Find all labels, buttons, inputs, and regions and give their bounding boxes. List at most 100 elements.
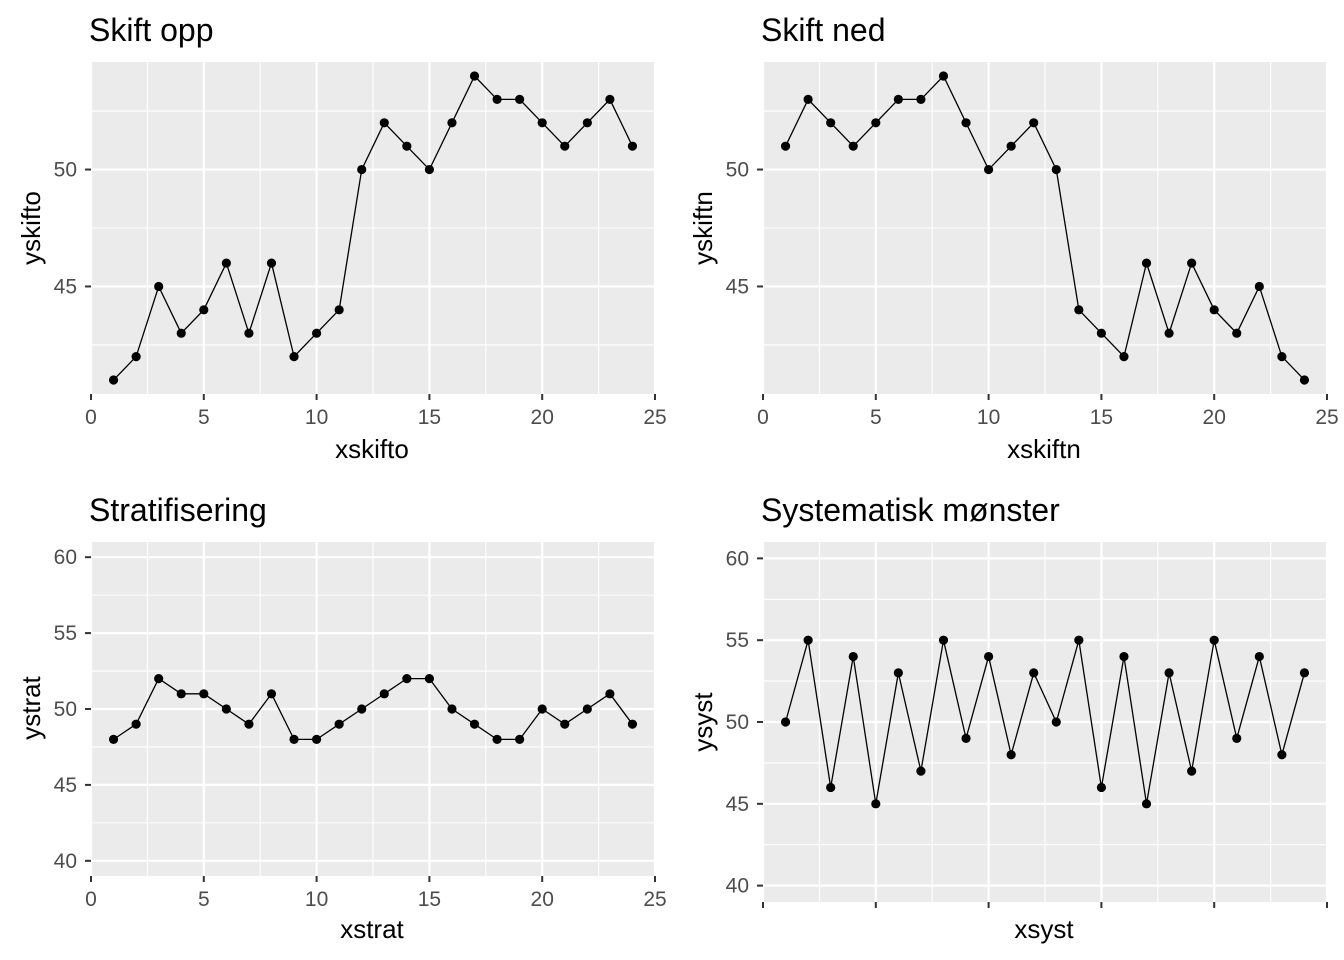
data-point (871, 799, 881, 809)
y-tick-label: 45 (54, 275, 77, 298)
data-point (1029, 118, 1039, 128)
data-point (826, 782, 836, 793)
data-point (848, 651, 858, 662)
data-point (108, 734, 119, 744)
data-point (312, 734, 322, 744)
panel-systematisk-monster: 40 45 50 55 60 Systematisk mønster xsyst ysy… (688, 492, 1329, 944)
y-tick-label: 45 (726, 275, 749, 298)
plot-area-stratifisering: 0 5 10 15 20 25 40 45 50 55 60 (54, 542, 667, 911)
x-tick-label: 0 (85, 888, 97, 911)
data-point (469, 71, 480, 81)
plot-area-systematisk-monster: 40 45 50 55 60 (726, 542, 1329, 908)
data-point (515, 734, 525, 744)
data-point (357, 164, 367, 175)
series-line (113, 74, 634, 381)
data-point (961, 733, 971, 743)
data-point (1119, 651, 1129, 662)
data-point (605, 689, 615, 699)
data-point (537, 118, 547, 128)
data-point (1299, 375, 1310, 385)
data-point (402, 141, 412, 151)
data-point (1254, 651, 1264, 662)
data-point (1209, 635, 1219, 645)
data-point (1096, 328, 1106, 338)
data-point (1232, 328, 1242, 338)
panel-skift-ned: 0 5 10 15 20 25 45 50 Skift ned xskiftn yskiftn (688, 12, 1339, 464)
x-tick-label: 5 (870, 406, 882, 429)
data-point (1254, 281, 1264, 292)
y-tick-label: 45 (54, 774, 77, 797)
data-point (176, 328, 186, 338)
x-axis-title-stratifisering: xstrat (340, 914, 404, 944)
panel-skift-opp: 0 5 10 15 20 25 45 50 Skift opp xskifto yskifto (16, 12, 667, 464)
panel-title-skift-ned: Skift ned (761, 12, 886, 48)
x-tick-label: 25 (643, 406, 666, 429)
y-tick-label: 50 (726, 159, 749, 182)
data-point (131, 351, 141, 362)
y-tick-label: 50 (54, 159, 77, 182)
data-point (312, 328, 322, 338)
y-tick-label: 45 (726, 793, 749, 816)
data-point (848, 141, 858, 151)
data-point (1096, 782, 1106, 793)
y-tick-label: 50 (54, 698, 77, 721)
data-point (289, 734, 299, 744)
data-point (780, 717, 791, 727)
data-point (492, 94, 502, 105)
data-point (1074, 305, 1084, 315)
data-point (961, 118, 971, 128)
data-point (893, 94, 903, 105)
data-point (1051, 717, 1061, 727)
data-point (492, 734, 502, 744)
data-point (334, 719, 344, 729)
data-point (131, 719, 141, 729)
data-point (1141, 799, 1152, 809)
x-tick-label: 10 (977, 406, 1000, 429)
data-point (1006, 750, 1016, 760)
y-tick-label: 60 (726, 547, 749, 570)
series-line (784, 74, 1305, 381)
data-point (379, 689, 389, 699)
data-point (266, 689, 277, 699)
data-point (916, 94, 926, 105)
data-point (916, 766, 926, 776)
data-point (582, 118, 592, 128)
data-point (1119, 351, 1129, 362)
data-point (154, 281, 164, 292)
data-point (402, 674, 412, 684)
data-point (199, 305, 209, 315)
y-axis-title-systematisk-monster: ysyst (688, 692, 718, 752)
data-point (1051, 164, 1061, 175)
x-tick-label: 15 (418, 888, 441, 911)
y-tick-label: 40 (726, 875, 749, 898)
x-tick-label: 20 (531, 888, 554, 911)
x-tick-label: 25 (643, 888, 666, 911)
data-point (108, 375, 119, 385)
data-point (560, 141, 570, 151)
data-point (244, 328, 254, 338)
data-point (221, 258, 231, 268)
y-tick-label: 50 (726, 711, 749, 734)
data-point (1164, 328, 1174, 338)
data-point (803, 94, 813, 105)
x-tick-label: 0 (757, 406, 769, 429)
data-point (984, 651, 994, 662)
data-point (334, 305, 344, 315)
data-point (780, 141, 791, 151)
data-point (447, 704, 457, 714)
data-point (1006, 141, 1016, 151)
data-point (582, 704, 592, 714)
plot-area-skift-opp: 0 5 10 15 20 25 45 50 (54, 62, 667, 429)
data-point (447, 118, 457, 128)
panel-title-systematisk-monster: Systematisk mønster (761, 492, 1060, 528)
data-point (938, 71, 949, 81)
data-point (537, 704, 547, 714)
y-tick-label: 40 (54, 850, 77, 873)
data-point (379, 118, 389, 128)
data-point (1299, 668, 1310, 678)
data-point (221, 704, 231, 714)
series-line (784, 640, 1306, 804)
x-tick-label: 15 (1090, 406, 1113, 429)
x-tick-label: 20 (531, 406, 554, 429)
